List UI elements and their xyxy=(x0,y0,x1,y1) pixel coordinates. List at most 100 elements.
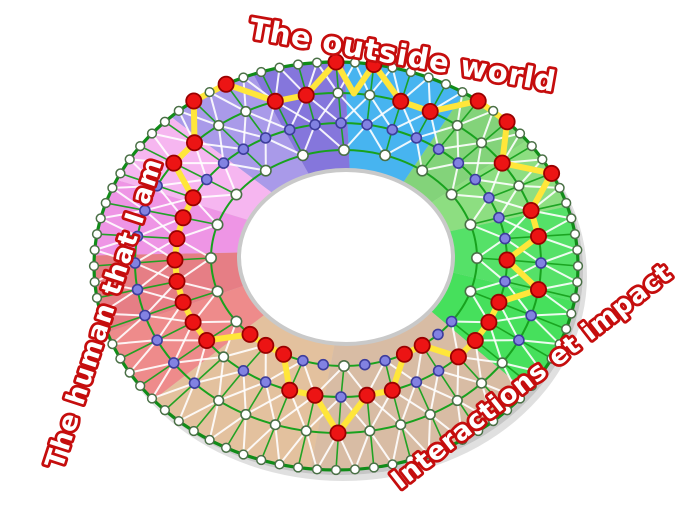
node-L3-32[interactable] xyxy=(139,204,151,217)
node-L4-63[interactable] xyxy=(95,213,106,224)
node-L4-61[interactable] xyxy=(89,244,100,256)
node-L1-36[interactable] xyxy=(259,164,272,177)
node-L4-67[interactable] xyxy=(124,154,135,165)
node-L3-4[interactable] xyxy=(451,119,463,132)
node-L1-30[interactable] xyxy=(205,252,218,265)
node-L3-15[interactable] xyxy=(475,377,488,389)
node-L4-33[interactable] xyxy=(457,434,468,446)
node-L3-8[interactable] xyxy=(522,201,540,219)
node-L4-16[interactable] xyxy=(561,197,572,209)
node-L4-4[interactable] xyxy=(405,66,416,78)
node-L4-10[interactable] xyxy=(498,113,516,131)
node-L4-68[interactable] xyxy=(135,140,146,152)
node-L4-29[interactable] xyxy=(514,393,526,404)
node-L4-58[interactable] xyxy=(91,292,103,304)
node-L4-76[interactable] xyxy=(256,66,267,78)
node-L4-43[interactable] xyxy=(274,459,285,470)
node-L3-18[interactable] xyxy=(395,419,407,431)
node-L1-10[interactable] xyxy=(470,252,483,265)
node-L4-45[interactable] xyxy=(238,449,249,460)
node-L2-4[interactable] xyxy=(432,143,445,155)
node-L4-50[interactable] xyxy=(159,405,171,416)
node-L4-59[interactable] xyxy=(89,276,100,288)
node-L3-21[interactable] xyxy=(300,425,312,437)
node-L1-14[interactable] xyxy=(445,315,458,328)
node-L3-37[interactable] xyxy=(240,105,252,118)
node-L3-11[interactable] xyxy=(530,281,548,299)
node-L3-2[interactable] xyxy=(392,92,410,110)
node-L3-13[interactable] xyxy=(513,334,525,347)
node-L2-7[interactable] xyxy=(483,192,495,204)
node-L3-28[interactable] xyxy=(139,309,151,322)
node-L1-18[interactable] xyxy=(379,354,391,367)
node-L3-19[interactable] xyxy=(364,425,376,437)
node-L3-7[interactable] xyxy=(513,180,525,192)
node-L2-22[interactable] xyxy=(281,381,299,399)
node-L3-17[interactable] xyxy=(424,408,436,421)
node-L4-39[interactable] xyxy=(349,464,361,475)
node-L1-6[interactable] xyxy=(445,188,458,201)
node-L4-15[interactable] xyxy=(554,182,565,194)
node-L3-36[interactable] xyxy=(213,119,225,132)
node-L1-26[interactable] xyxy=(230,315,243,328)
node-L4-8[interactable] xyxy=(469,92,487,110)
node-L4-56[interactable] xyxy=(100,323,111,335)
node-L2-15[interactable] xyxy=(449,348,467,366)
node-L2-34[interactable] xyxy=(200,173,213,186)
node-L2-26[interactable] xyxy=(198,331,216,349)
node-L4-57[interactable] xyxy=(95,308,106,319)
node-L4-41[interactable] xyxy=(311,464,323,475)
node-L4-73[interactable] xyxy=(204,86,215,98)
node-L3-25[interactable] xyxy=(188,377,201,390)
node-L4-5[interactable] xyxy=(423,72,434,83)
node-L2-32[interactable] xyxy=(174,209,192,227)
node-L1-28[interactable] xyxy=(211,285,224,298)
node-L2-36[interactable] xyxy=(237,143,250,155)
node-L4-21[interactable] xyxy=(572,276,583,288)
node-L2-35[interactable] xyxy=(217,157,230,169)
node-L4-18[interactable] xyxy=(569,228,581,240)
node-L1-24[interactable] xyxy=(257,336,275,354)
node-L2-29[interactable] xyxy=(168,272,186,290)
node-L4-49[interactable] xyxy=(173,415,184,427)
node-L2-23[interactable] xyxy=(259,376,272,388)
node-L2-20[interactable] xyxy=(335,391,347,403)
node-L1-32[interactable] xyxy=(211,218,224,231)
node-L4-34[interactable] xyxy=(440,442,452,453)
node-L2-6[interactable] xyxy=(469,173,482,186)
node-L4-7[interactable] xyxy=(457,86,468,98)
node-L4-0[interactable] xyxy=(327,53,345,71)
node-L3-20[interactable] xyxy=(329,424,347,442)
node-L3-38[interactable] xyxy=(266,92,284,110)
node-L2-3[interactable] xyxy=(410,132,423,144)
node-L3-9[interactable] xyxy=(530,227,548,245)
node-L4-54[interactable] xyxy=(115,353,126,364)
node-L4-78[interactable] xyxy=(292,59,304,70)
node-L4-35[interactable] xyxy=(423,449,434,460)
node-L3-14[interactable] xyxy=(496,357,508,369)
node-L2-33[interactable] xyxy=(184,189,202,207)
node-L3-1[interactable] xyxy=(364,89,376,101)
node-L2-5[interactable] xyxy=(452,157,465,169)
node-L3-5[interactable] xyxy=(475,137,488,149)
node-L4-44[interactable] xyxy=(256,454,267,466)
node-L2-24[interactable] xyxy=(237,364,250,377)
node-L4-2[interactable] xyxy=(365,56,383,74)
sector-purple-light[interactable] xyxy=(170,74,310,194)
node-L4-37[interactable] xyxy=(387,459,398,470)
node-L2-8[interactable] xyxy=(493,211,505,224)
node-L1-21[interactable] xyxy=(317,358,330,371)
node-L1-16[interactable] xyxy=(413,336,431,354)
node-L2-28[interactable] xyxy=(174,293,192,311)
node-L3-35[interactable] xyxy=(185,134,203,152)
node-L4-77[interactable] xyxy=(274,62,285,73)
node-L2-25[interactable] xyxy=(218,351,230,363)
node-L4-55[interactable] xyxy=(107,338,118,350)
sector-red-lower[interactable] xyxy=(107,285,266,400)
node-L3-33[interactable] xyxy=(151,180,163,192)
node-L1-22[interactable] xyxy=(297,354,309,367)
node-L1-23[interactable] xyxy=(275,345,293,363)
node-L4-70[interactable] xyxy=(159,116,171,127)
node-L4-53[interactable] xyxy=(124,367,135,378)
node-L3-0[interactable] xyxy=(332,87,344,99)
